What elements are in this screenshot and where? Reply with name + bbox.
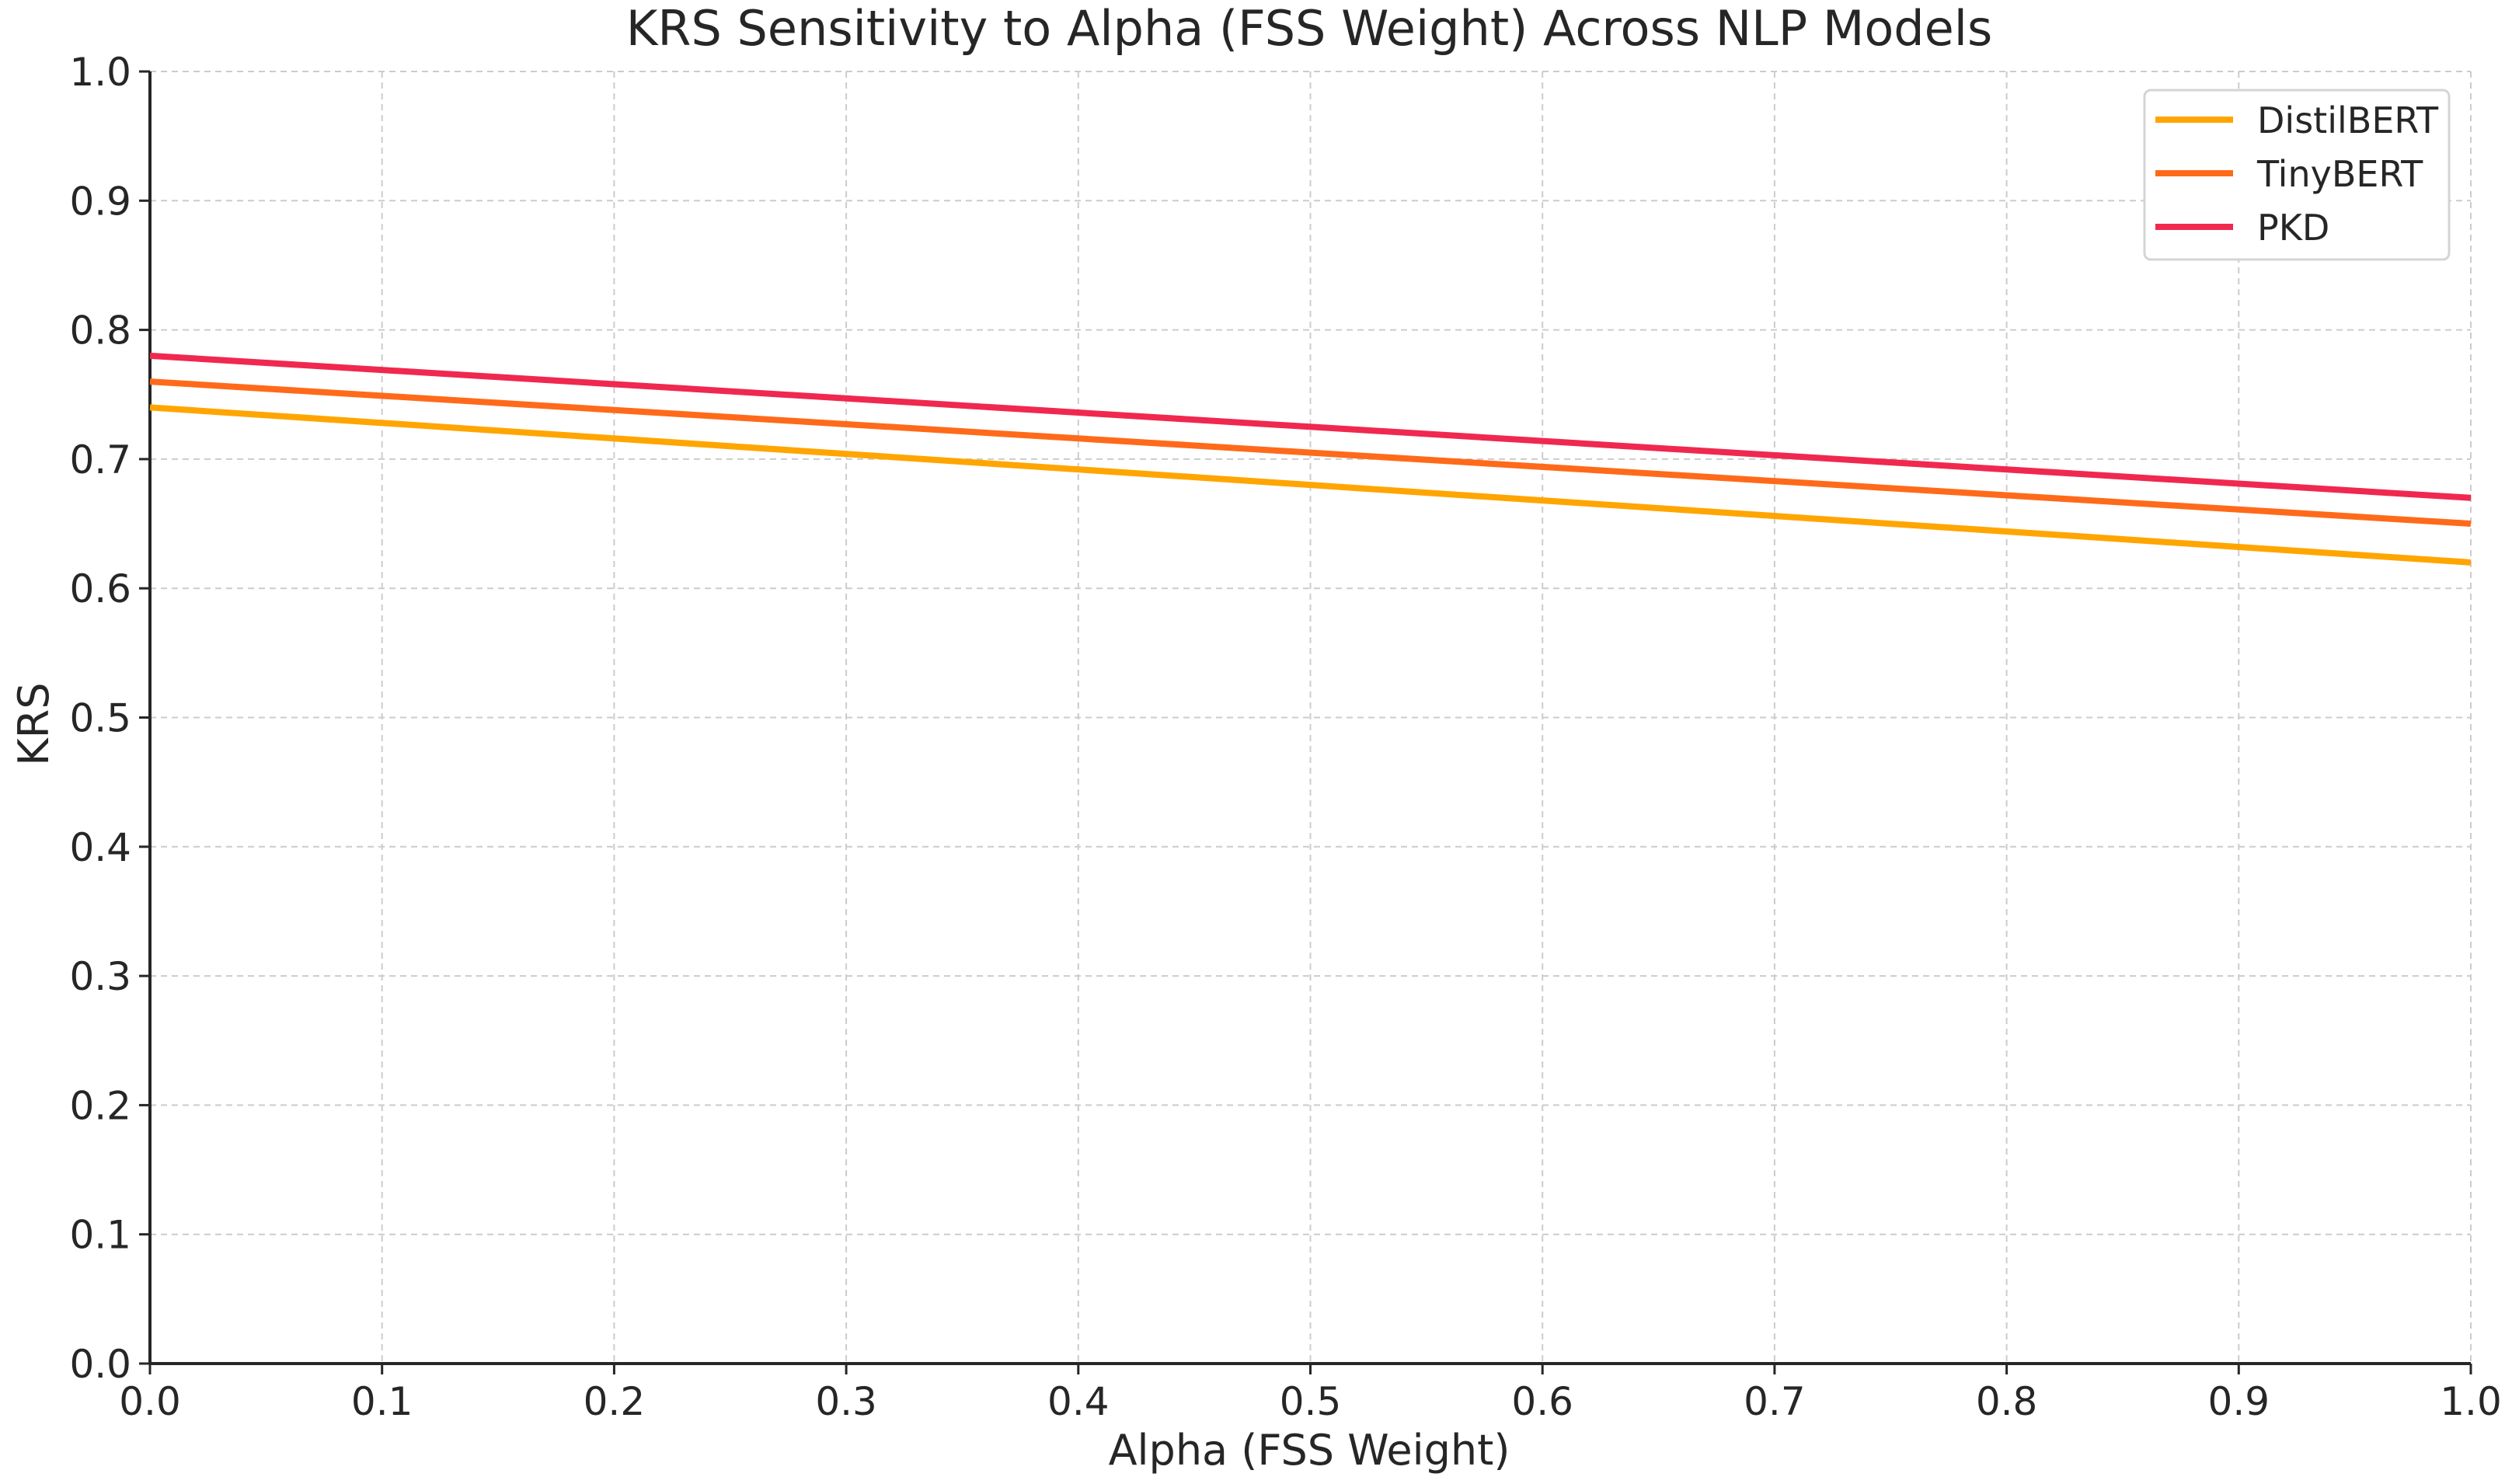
- x-tick-label: 0.5: [1280, 1379, 1342, 1424]
- x-axis-ticks: 0.0 0.1 0.2 0.3 0.4 0.5 0.6 0.7 0.8 0.9 1.0: [119, 1364, 2502, 1424]
- series-line-distilbert: [149, 404, 2472, 566]
- legend-label-pkd: PKD: [2257, 207, 2329, 249]
- x-tick-label: 0.2: [584, 1379, 646, 1424]
- chart-title: KRS Sensitivity to Alpha (FSS Weight) Ac…: [626, 0, 1993, 57]
- series-line-tinybert: [149, 378, 2472, 528]
- legend-label-distilbert: DistilBERT: [2257, 99, 2439, 141]
- grid: [149, 71, 2472, 1364]
- y-axis-ticks: 0.0 0.1 0.2 0.3 0.4 0.5 0.6 0.7 0.8 0.9 1.0: [69, 50, 150, 1387]
- y-tick-label: 0.7: [69, 437, 131, 482]
- legend: DistilBERT TinyBERT PKD: [2143, 89, 2451, 261]
- y-tick-label: 0.1: [69, 1213, 131, 1258]
- x-tick-label: 0.1: [351, 1379, 413, 1424]
- y-tick-label: 0.5: [69, 696, 131, 741]
- x-tick-label: 0.8: [1976, 1379, 2038, 1424]
- x-tick-label: 0.0: [119, 1379, 181, 1424]
- y-tick-label: 0.8: [69, 308, 131, 354]
- y-tick-label: 0.3: [69, 954, 131, 999]
- y-tick-label: 0.9: [69, 179, 131, 224]
- y-tick-label: 1.0: [69, 50, 131, 95]
- y-axis-label: KRS: [9, 682, 58, 765]
- legend-label-tinybert: TinyBERT: [2256, 153, 2423, 195]
- legend-box: [2143, 89, 2451, 261]
- x-tick-label: 0.7: [1744, 1379, 1806, 1424]
- series-line-pkd: [149, 352, 2472, 501]
- y-tick-label: 0.4: [69, 825, 131, 870]
- x-tick-label: 1.0: [2440, 1379, 2502, 1424]
- y-tick-label: 0.2: [69, 1083, 131, 1128]
- x-tick-label: 0.6: [1511, 1379, 1573, 1424]
- x-tick-label: 0.9: [2208, 1379, 2270, 1424]
- y-tick-label: 0.0: [69, 1342, 131, 1387]
- series-lines: [149, 352, 2472, 566]
- x-tick-label: 0.4: [1047, 1379, 1110, 1424]
- x-tick-label: 0.3: [815, 1379, 877, 1424]
- x-axis-label: Alpha (FSS Weight): [1109, 1426, 1510, 1475]
- y-tick-label: 0.6: [69, 566, 131, 611]
